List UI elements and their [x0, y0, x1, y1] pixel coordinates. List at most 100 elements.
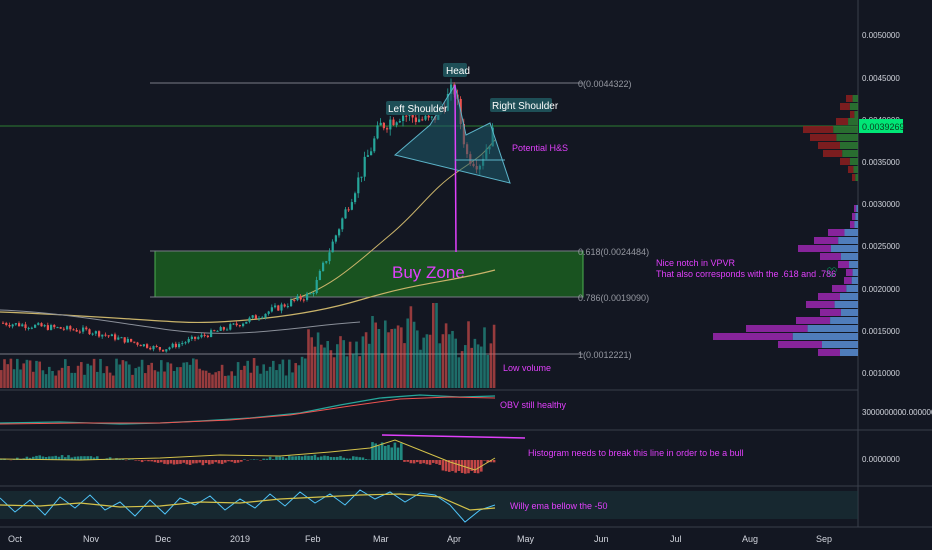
volume-bar — [182, 362, 185, 388]
candle-body — [280, 304, 283, 311]
volume-bar — [297, 365, 301, 388]
candle-body — [216, 330, 219, 332]
candle-body — [114, 334, 117, 340]
candle-body — [264, 313, 267, 318]
volume-bar — [3, 359, 6, 388]
candle-body — [110, 334, 113, 337]
candle-body — [382, 122, 385, 129]
candle-body — [405, 115, 408, 117]
head-shoulders-pattern[interactable] — [393, 83, 511, 253]
candle-body — [226, 329, 229, 331]
volume-bar — [108, 372, 112, 388]
candle-body — [78, 331, 81, 333]
macd-line — [0, 439, 496, 471]
price-tick: 0.0010000 — [862, 369, 900, 378]
vpvr-bar — [778, 341, 822, 348]
volume-bar — [64, 359, 67, 388]
buy-zone[interactable] — [154, 250, 584, 298]
volume-bar — [188, 364, 192, 388]
vpvr-bar — [849, 103, 858, 110]
candle-body — [341, 218, 344, 230]
volume-bar — [265, 370, 269, 388]
candle-body — [142, 344, 145, 347]
macd-bar — [140, 460, 144, 463]
candle-body — [277, 305, 280, 311]
candle-body — [43, 325, 46, 327]
candles — [2, 78, 494, 353]
volume-bar — [320, 344, 323, 388]
candle-body — [101, 334, 104, 337]
volume-bar — [208, 372, 211, 388]
vpvr-bar — [852, 269, 858, 276]
potential-hs-label: Potential H&S — [512, 143, 568, 153]
macd-bar — [393, 442, 397, 460]
volume-bar — [195, 359, 198, 388]
candle-body — [421, 119, 424, 121]
vpvr-bar — [836, 118, 849, 125]
price-axis[interactable]: 0.00500000.00450000.00400000.00350000.00… — [862, 31, 900, 378]
volume-bar — [467, 321, 470, 388]
vpvr-bar — [852, 213, 856, 220]
volume-bar — [156, 371, 160, 388]
time-tick: 2019 — [230, 534, 250, 544]
volume-bar — [262, 364, 265, 388]
volume-bar — [457, 357, 461, 388]
time-axis[interactable]: Oct Nov Dec 2019 Feb Mar Apr May Jun Jul Aug Sep — [8, 534, 832, 544]
volume-bar — [278, 364, 281, 388]
macd-bar — [67, 455, 70, 460]
vpvr-bar — [838, 261, 849, 268]
candle-body — [168, 347, 171, 350]
vpvr-bar — [852, 95, 858, 102]
macd-bar — [396, 447, 400, 460]
volume-bar — [336, 344, 339, 388]
volume-bar — [403, 343, 406, 388]
macd-bar — [185, 460, 189, 465]
volume-bar — [227, 375, 230, 388]
candle-body — [213, 330, 216, 332]
volume-bar — [128, 364, 131, 388]
macd-bar — [336, 456, 339, 460]
candle-body — [139, 344, 142, 347]
candle-body — [5, 323, 8, 326]
candle-body — [190, 336, 193, 340]
vpvr-bar — [850, 221, 855, 228]
volume-bar — [153, 370, 157, 388]
obv-note: OBV still healthy — [500, 400, 567, 410]
volume-bar — [99, 358, 102, 388]
buy-zone-label: Buy Zone — [392, 263, 465, 282]
volume-bar — [9, 358, 13, 388]
candle-body — [322, 262, 325, 272]
volume-bar — [422, 337, 425, 388]
candle-body — [242, 323, 245, 327]
price-tick: 0.0045000 — [862, 74, 900, 83]
vpvr-bar — [834, 301, 858, 308]
candle-body — [2, 322, 5, 324]
obv-line — [0, 394, 496, 425]
volume-bar — [179, 367, 182, 388]
time-tick: Apr — [447, 534, 461, 544]
price-tick: 0.0050000 — [862, 31, 900, 40]
candle-body — [296, 295, 299, 301]
candle-body — [309, 293, 312, 295]
candle-body — [245, 321, 248, 324]
macd-bar — [153, 460, 157, 463]
vpvr-bar — [818, 349, 840, 356]
macd-bar — [425, 460, 429, 465]
vpvr-bar — [842, 150, 858, 157]
candle-body — [222, 327, 225, 330]
volume-bar — [480, 346, 483, 388]
vpvr-bar — [796, 317, 831, 324]
volume-bar — [224, 375, 227, 388]
vpvr-bar — [810, 134, 837, 141]
volume-bar — [384, 320, 387, 388]
candle-body — [146, 344, 149, 348]
macd-bar — [137, 460, 141, 461]
macd-bar — [262, 458, 265, 460]
macd-bar — [73, 456, 77, 460]
right-shoulder-label: Right Shoulder — [492, 101, 559, 112]
macd-bar — [412, 460, 416, 464]
macd-bar — [166, 460, 169, 465]
candle-body — [162, 349, 165, 352]
candle-body — [98, 331, 101, 337]
